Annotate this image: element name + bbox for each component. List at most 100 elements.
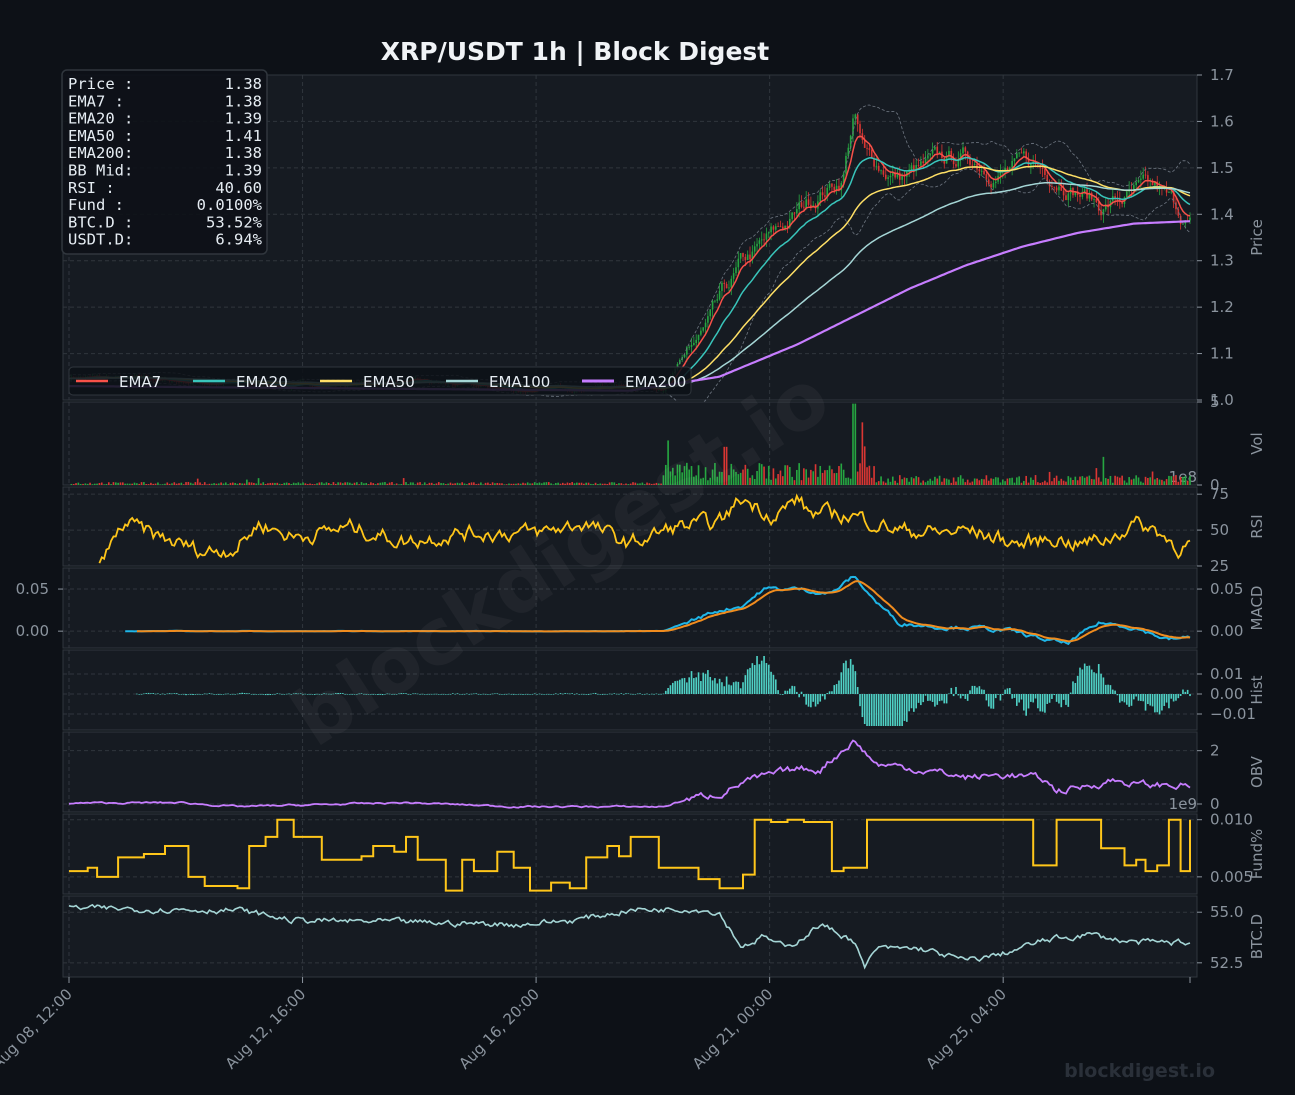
candle-body (746, 254, 749, 261)
hist-bar (1107, 684, 1109, 694)
volume-bar (398, 484, 400, 485)
volume-bar (236, 483, 239, 485)
hist-bar (208, 693, 211, 694)
volume-bar (838, 466, 840, 485)
hist-bar (1175, 694, 1177, 701)
candle (732, 267, 735, 285)
volume-bar (248, 482, 251, 485)
candle-body (845, 155, 847, 174)
hist-bar (997, 694, 999, 695)
hist-bar (1130, 694, 1133, 706)
candle-body (788, 218, 791, 228)
hist-bar (1158, 694, 1161, 715)
info-label-6: RSI : (68, 179, 115, 197)
obv-exponent-label: 1e9 (1169, 795, 1197, 813)
hist-bar (662, 693, 665, 695)
candle (828, 180, 831, 191)
volume-bar (870, 477, 873, 485)
volume-bar (318, 482, 321, 485)
hist-bar (1179, 694, 1182, 696)
hist-bar (262, 694, 265, 695)
volume-bar (721, 471, 723, 485)
volume-bar (271, 482, 274, 485)
candle (866, 144, 868, 156)
btcd-tick-label-0: 52.5 (1210, 954, 1243, 972)
volume-bar (784, 465, 786, 485)
volume-bar (208, 483, 211, 485)
candle-body (898, 172, 901, 180)
candle-body (1179, 215, 1182, 225)
hist-bar (1076, 675, 1079, 694)
hist-bar (1020, 694, 1023, 700)
volume-bar (671, 467, 674, 485)
candle (835, 179, 838, 195)
candle (749, 246, 751, 267)
hist-bar (524, 694, 527, 695)
hist-bar (1125, 694, 1128, 705)
volume-bar (264, 483, 267, 485)
volume-bar (716, 476, 719, 485)
volume-bar (234, 482, 236, 485)
candle (1016, 149, 1018, 159)
volume-bar (262, 482, 265, 485)
volume-bar (821, 472, 824, 485)
volume-bar (906, 478, 908, 485)
volume-bar (604, 483, 606, 485)
hist-bar (463, 694, 466, 695)
candle (852, 114, 854, 143)
candle-body (1156, 181, 1159, 190)
candle-body (700, 330, 702, 335)
candle (1137, 178, 1140, 184)
hist-bar (536, 694, 538, 695)
volume-bar (1140, 481, 1142, 485)
volume-bar (660, 483, 662, 485)
hist-bar (929, 694, 932, 701)
hist-bar (728, 684, 730, 694)
volume-bar (667, 440, 669, 485)
hist-bar (351, 694, 353, 695)
price-tick-label-5: 1.5 (1210, 159, 1234, 177)
candle (1093, 196, 1095, 208)
hist-bar (1102, 677, 1105, 694)
hist-bar (606, 693, 609, 695)
volume-bar (929, 478, 932, 485)
candle-body (831, 183, 833, 187)
candle (756, 238, 758, 254)
volume-bar (440, 483, 442, 485)
hist-bar (973, 685, 976, 694)
volume-bar (374, 484, 377, 485)
candle (992, 178, 995, 190)
volume-bar (1111, 482, 1114, 485)
candle-body (756, 243, 758, 247)
volume-bar (1004, 481, 1006, 485)
candle-body (1051, 186, 1053, 188)
candle-body (786, 225, 789, 228)
volume-bar (674, 475, 676, 485)
volume-bar (1079, 476, 1081, 485)
volume-bar (239, 482, 241, 485)
info-label-2: EMA20 : (68, 110, 133, 128)
volume-bar (1168, 475, 1170, 485)
volume-bar (311, 484, 314, 485)
candle (934, 146, 936, 151)
hist-bar (248, 693, 251, 694)
candle (800, 195, 803, 209)
candle-body (690, 344, 693, 347)
hist-bar (1072, 681, 1074, 694)
candle (760, 231, 763, 247)
hist-bar (147, 692, 150, 694)
hist-bar (278, 693, 281, 695)
candle-body (896, 172, 899, 178)
volume-bar (461, 482, 463, 485)
hist-bar (1151, 694, 1154, 707)
hist-bar (805, 694, 808, 705)
volume-bar (299, 483, 302, 485)
hist-bar (702, 672, 705, 694)
volume-bar (152, 483, 155, 485)
volume-bar (292, 482, 295, 485)
volume-bar (650, 483, 653, 485)
volume-bar (201, 484, 204, 485)
hist-bar (526, 694, 529, 695)
candle-body (1140, 178, 1142, 180)
hist-bar (232, 693, 234, 695)
